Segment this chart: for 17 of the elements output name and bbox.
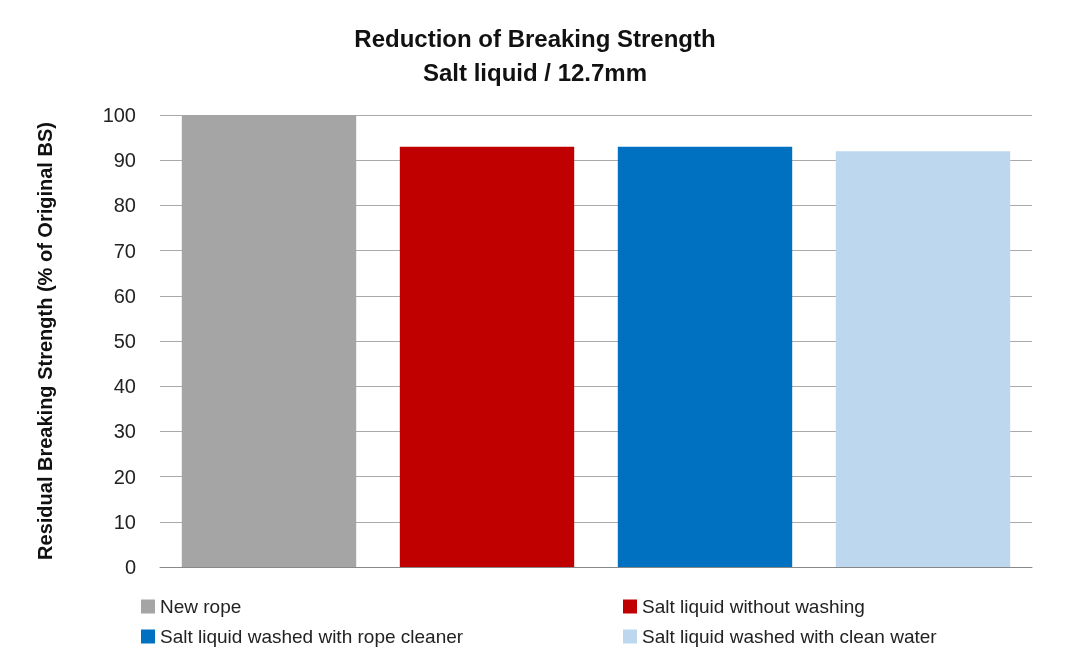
y-tick-label: 30	[113, 420, 136, 443]
y-tick-label: 60	[113, 284, 136, 307]
y-tick-label: 0	[124, 556, 136, 578]
y-tick-label: 50	[113, 330, 136, 352]
y-tick-label: 20	[113, 465, 136, 488]
y-tick-label: 70	[113, 239, 136, 262]
legend-label: Salt liquid without washing	[642, 596, 865, 617]
y-tick-label: 90	[113, 149, 136, 172]
legend-label: Salt liquid washed with rope cleaner	[160, 626, 464, 647]
chart-title: Reduction of Breaking Strength Salt liquid / 12.7mm	[354, 24, 716, 86]
y-tick-label: 80	[113, 194, 136, 217]
y-tick-label: 10	[113, 510, 136, 533]
y-tick-label: 40	[113, 375, 136, 398]
legend-label: Salt liquid washed with clean water	[642, 626, 938, 647]
legend-label: New rope	[160, 596, 242, 617]
y-tick-label: 100	[102, 104, 136, 126]
y-axis-title: Residual Breaking Strength (% of Original BS)	[34, 122, 56, 560]
